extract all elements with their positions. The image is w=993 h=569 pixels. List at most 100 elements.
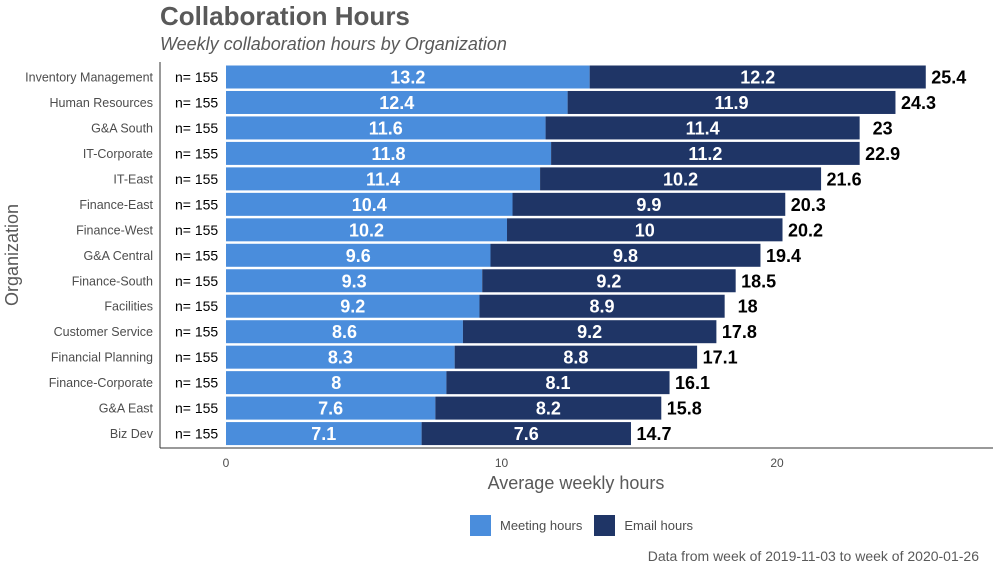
bar-meeting xyxy=(226,269,483,293)
y-tick-label: Human Resources xyxy=(49,96,153,110)
y-tick-label: Finance-East xyxy=(79,198,153,212)
n-label: n= 155 xyxy=(175,273,218,289)
y-axis-title: Organization xyxy=(2,204,22,306)
data-label-total: 24.3 xyxy=(901,93,936,113)
data-label-email: 8.2 xyxy=(536,399,561,419)
y-tick-label: Finance-Corporate xyxy=(49,376,153,390)
legend: Meeting hours Email hours xyxy=(470,515,705,536)
data-label-email: 9.2 xyxy=(596,271,621,291)
n-label: n= 155 xyxy=(175,298,218,314)
bar-meeting xyxy=(226,320,463,344)
legend-label-meeting: Meeting hours xyxy=(500,518,583,533)
bar-email xyxy=(545,116,860,140)
y-tick-label: Finance-West xyxy=(76,223,153,237)
n-label: n= 155 xyxy=(175,400,218,416)
n-label: n= 155 xyxy=(175,196,218,212)
bar-meeting xyxy=(226,345,455,369)
bar-email xyxy=(462,320,717,344)
bar-meeting xyxy=(226,294,480,318)
bar-meeting xyxy=(226,141,552,165)
n-label: n= 155 xyxy=(175,145,218,161)
x-tick-label: 10 xyxy=(495,456,509,470)
y-tick-label: Biz Dev xyxy=(110,427,154,441)
bar-meeting xyxy=(226,192,513,216)
data-label-meeting: 9.3 xyxy=(342,271,367,291)
data-label-meeting: 10.4 xyxy=(352,195,387,215)
n-label: n= 155 xyxy=(175,349,218,365)
bar-email xyxy=(446,371,670,395)
data-label-meeting: 12.4 xyxy=(379,93,414,113)
bar-meeting xyxy=(226,65,590,89)
data-label-email: 9.8 xyxy=(613,246,638,266)
x-tick-label: 20 xyxy=(770,456,784,470)
bar-email xyxy=(567,90,896,114)
data-label-email: 8.1 xyxy=(545,373,570,393)
data-caption: Data from week of 2019-11-03 to week of … xyxy=(647,548,979,564)
data-label-email: 7.6 xyxy=(514,424,539,444)
n-label: n= 155 xyxy=(175,222,218,238)
data-label-meeting: 8 xyxy=(331,373,341,393)
data-label-email: 11.2 xyxy=(688,144,722,164)
y-tick-label: Facilities xyxy=(104,300,153,314)
bar-email xyxy=(490,243,761,267)
data-label-email: 10 xyxy=(635,220,655,240)
data-label-total: 23 xyxy=(873,118,893,138)
data-label-total: 18.5 xyxy=(741,271,776,291)
data-label-email: 8.8 xyxy=(563,348,588,368)
bar-email xyxy=(540,167,822,191)
data-label-meeting: 8.3 xyxy=(328,348,353,368)
data-label-total: 21.6 xyxy=(827,169,862,189)
data-label-total: 20.2 xyxy=(788,220,823,240)
y-tick-label: G&A Central xyxy=(84,249,153,263)
bar-meeting xyxy=(226,243,491,267)
bar-email xyxy=(551,141,860,165)
n-label: n= 155 xyxy=(175,120,218,136)
data-label-total: 18 xyxy=(738,297,758,317)
data-label-total: 19.4 xyxy=(766,246,801,266)
data-label-email: 12.2 xyxy=(740,68,775,88)
bar-meeting xyxy=(226,218,508,242)
n-label: n= 155 xyxy=(175,171,218,187)
y-tick-label: IT-East xyxy=(113,172,153,186)
n-label: n= 155 xyxy=(175,324,218,340)
data-label-total: 22.9 xyxy=(865,144,900,164)
data-label-total: 14.7 xyxy=(636,424,671,444)
data-label-email: 9.9 xyxy=(636,195,661,215)
data-label-meeting: 7.1 xyxy=(311,424,336,444)
data-label-total: 15.8 xyxy=(667,399,702,419)
y-tick-label: Financial Planning xyxy=(51,351,153,365)
bar-email xyxy=(421,422,631,446)
bar-email xyxy=(454,345,698,369)
legend-item-meeting: Meeting hours xyxy=(470,515,582,536)
data-label-meeting: 9.2 xyxy=(340,297,365,317)
bar-meeting xyxy=(226,90,568,114)
y-tick-label: Customer Service xyxy=(54,325,153,339)
bar-email xyxy=(479,294,725,318)
data-label-meeting: 10.2 xyxy=(349,220,384,240)
bar-meeting xyxy=(226,167,541,191)
legend-swatch-meeting xyxy=(470,515,491,536)
legend-label-email: Email hours xyxy=(624,518,694,533)
n-label: n= 155 xyxy=(175,426,218,442)
bar-email xyxy=(589,65,926,89)
data-label-total: 17.1 xyxy=(703,348,738,368)
data-label-email: 8.9 xyxy=(590,297,615,317)
n-label: n= 155 xyxy=(175,247,218,263)
data-label-email: 10.2 xyxy=(663,169,698,189)
data-label-meeting: 11.4 xyxy=(366,169,400,189)
data-label-total: 17.8 xyxy=(722,322,757,342)
data-label-email: 9.2 xyxy=(577,322,602,342)
data-label-meeting: 7.6 xyxy=(318,399,343,419)
data-label-meeting: 8.6 xyxy=(332,322,357,342)
bar-meeting xyxy=(226,116,546,140)
bar-meeting xyxy=(226,422,422,446)
bar-email xyxy=(482,269,736,293)
n-label: n= 155 xyxy=(175,375,218,391)
y-tick-label: Finance-South xyxy=(72,274,153,288)
bar-email xyxy=(507,218,783,242)
data-label-total: 16.1 xyxy=(675,373,710,393)
bar-email xyxy=(512,192,786,216)
bar-meeting xyxy=(226,396,436,420)
x-axis-title: Average weekly hours xyxy=(488,473,665,493)
